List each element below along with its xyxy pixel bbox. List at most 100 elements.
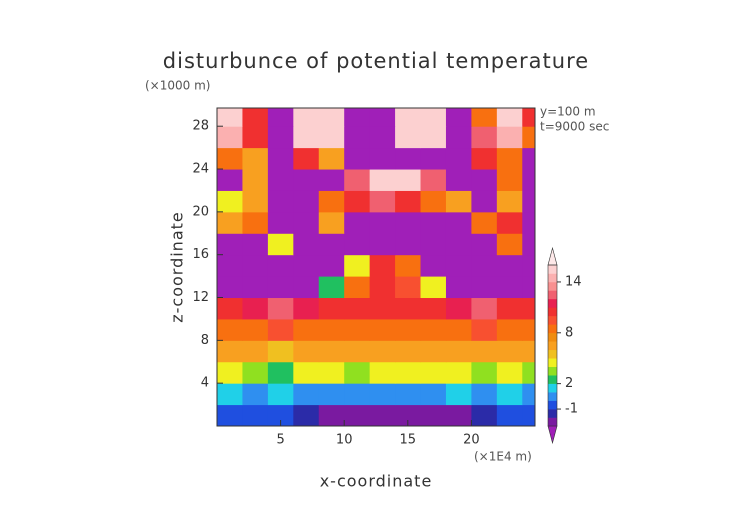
contour-cell [344, 340, 371, 363]
contour-cell [217, 254, 243, 277]
contour-cell [369, 211, 396, 234]
contour-cell [420, 383, 447, 406]
contour-cell [242, 126, 269, 149]
contour-cell [471, 340, 498, 363]
contour-cell [522, 190, 536, 213]
contour-cell [267, 147, 294, 170]
contour-cell [496, 126, 523, 149]
contour-cell [522, 169, 536, 191]
contour-cell [522, 276, 536, 299]
contour-cell [242, 404, 269, 427]
contour-cell [420, 108, 447, 127]
contour-cell [242, 276, 269, 299]
contour-cell [369, 361, 396, 384]
y-tick-label: 20 [192, 204, 209, 219]
contour-cell [420, 211, 447, 234]
contour-cell [267, 233, 294, 256]
contour-cell [496, 169, 523, 191]
contour-cell [242, 169, 269, 191]
contour-cell [471, 190, 498, 213]
y-tick-label: 28 [192, 119, 209, 134]
colorbar-tick-label: 14 [565, 274, 582, 289]
contour-cell [369, 254, 396, 277]
contour-cell [217, 169, 243, 191]
plot-frame [216, 107, 536, 427]
contour-cell [293, 169, 320, 191]
colorbar-band [548, 400, 557, 410]
y-tick-label: 16 [192, 247, 209, 262]
contour-cell [496, 318, 523, 341]
colorbar-band [548, 315, 557, 325]
contour-cell [293, 340, 320, 363]
contour-cell [318, 276, 345, 299]
contour-cell [369, 340, 396, 363]
contour-cell [217, 276, 243, 299]
contour-cell [471, 318, 498, 341]
contour-cell [369, 233, 396, 256]
contour-cell [420, 276, 447, 299]
contour-cell [267, 211, 294, 234]
contour-cell [318, 126, 345, 149]
contour-cell [318, 190, 345, 213]
contour-cell [445, 254, 472, 277]
colorbar-tick-label: 2 [565, 376, 573, 391]
contour-cell [369, 190, 396, 213]
contour-cell [522, 340, 536, 363]
contour-cell [293, 233, 320, 256]
contour-cell [445, 383, 472, 406]
contour-cell [217, 383, 243, 406]
colorbar-band [548, 383, 557, 393]
contour-cell [445, 276, 472, 299]
contour-cell [445, 108, 472, 127]
colorbar-band [548, 349, 557, 359]
colorbar-extend [547, 425, 558, 445]
contour-cell [217, 297, 243, 320]
contour-cell [522, 404, 536, 427]
contour-cell [445, 169, 472, 191]
colorbar-band [548, 265, 557, 274]
contour-cell [420, 404, 447, 427]
y-tick-label: 4 [201, 376, 209, 391]
colorbar-band [548, 273, 557, 283]
contour-cell [318, 404, 345, 427]
contour-cell [471, 383, 498, 406]
contour-cell [267, 404, 294, 427]
contour-cell [242, 233, 269, 256]
contour-cell [522, 361, 536, 384]
contour-cell [496, 211, 523, 234]
contour-cell [344, 147, 371, 170]
colorbar-band [548, 341, 557, 351]
contour-cell [471, 147, 498, 170]
contour-cell [496, 190, 523, 213]
contour-cell [522, 254, 536, 277]
contour-cell [267, 383, 294, 406]
contour-cell [471, 169, 498, 191]
contour-cell [420, 169, 447, 191]
y-tick-label: 8 [201, 333, 209, 348]
contour-cell [318, 169, 345, 191]
colorbar-band [548, 298, 557, 308]
x-tick-label: 10 [336, 433, 353, 448]
contour-cell [445, 297, 472, 320]
x-tick-label: 15 [400, 433, 417, 448]
contour-cell [496, 147, 523, 170]
contour-cell [496, 340, 523, 363]
contour-cell [318, 340, 345, 363]
contour-cell [242, 147, 269, 170]
colorbar-band [548, 366, 557, 376]
contour-cell [344, 190, 371, 213]
colorbar-band [548, 324, 557, 334]
contour-cell [293, 276, 320, 299]
contour-cell [369, 276, 396, 299]
contour-cell [344, 211, 371, 234]
contour-cell [496, 297, 523, 320]
contour-cell [496, 383, 523, 406]
y-tick-label: 24 [192, 162, 209, 177]
contour-cell [318, 383, 345, 406]
contour-cell [217, 108, 243, 127]
contour-cell [395, 233, 422, 256]
contour-cell [471, 108, 498, 127]
contour-cell [344, 404, 371, 427]
contour-cell [471, 211, 498, 234]
contour-cell [217, 211, 243, 234]
